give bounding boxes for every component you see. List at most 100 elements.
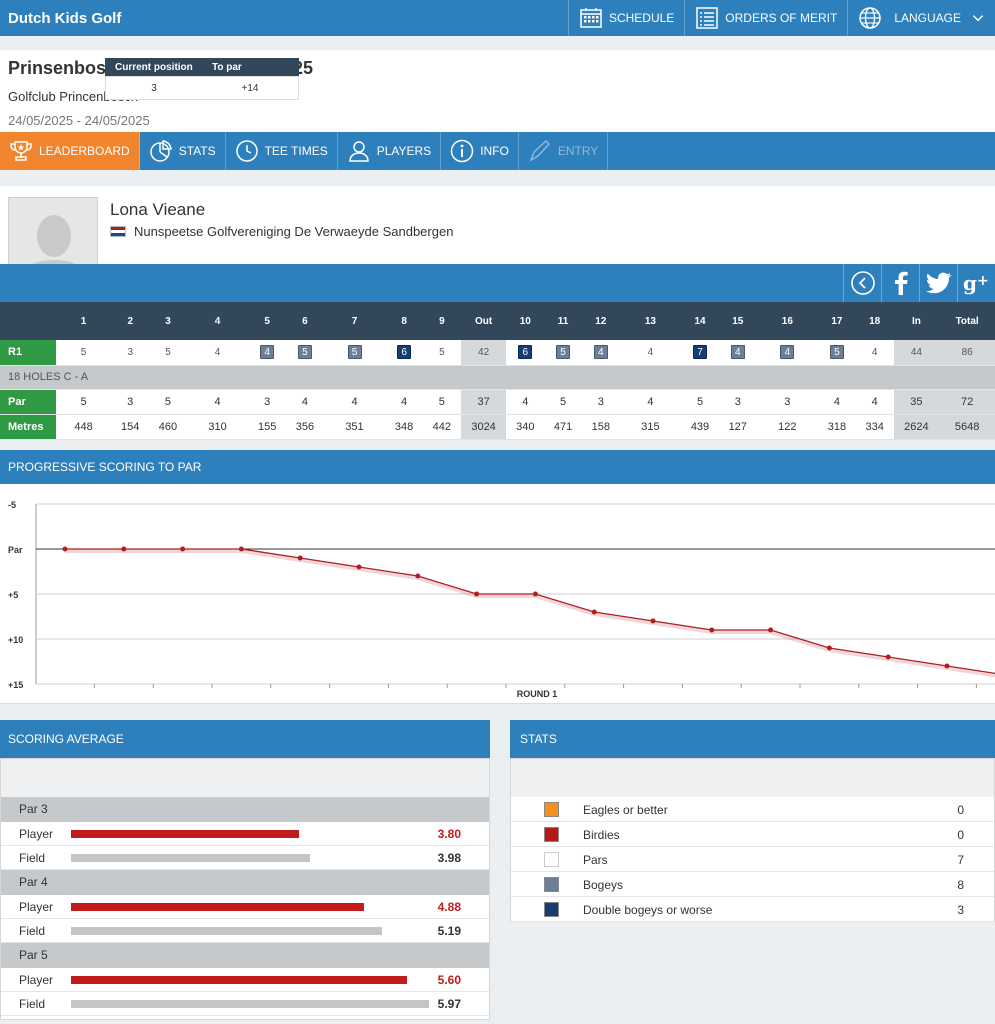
cell-value: 5 [696, 395, 704, 408]
data-point[interactable] [768, 627, 774, 633]
cell-value: 356 [295, 420, 315, 433]
score-cell: 4 [856, 389, 894, 414]
score-cell: 6 [385, 340, 423, 365]
score-cell: 334 [856, 414, 894, 439]
data-point[interactable] [885, 654, 891, 660]
hole-header: 17 [818, 302, 856, 340]
cell-value: 318 [827, 420, 847, 433]
score-cell: 4 [187, 340, 248, 365]
data-point[interactable] [62, 546, 68, 552]
hole-header: 3 [149, 302, 187, 340]
score-cell: 5 [149, 389, 187, 414]
data-point[interactable] [709, 627, 715, 633]
cell-value: 351 [345, 420, 364, 433]
hole-header: 2 [111, 302, 150, 340]
cell-value: 471 [553, 420, 573, 433]
player-label: Player [19, 900, 54, 914]
cell-value: 5 [80, 395, 87, 408]
score-cell: 42 [460, 340, 507, 365]
pencil-icon [529, 139, 550, 162]
tab-stats[interactable]: STATS [140, 132, 226, 170]
hole-header: 9 [422, 302, 461, 340]
data-point[interactable] [121, 546, 127, 552]
score-cell: 4 [620, 389, 681, 414]
data-point[interactable] [650, 618, 656, 624]
data-point[interactable] [591, 609, 597, 615]
data-point[interactable] [474, 591, 480, 597]
field-label: Field [19, 924, 46, 938]
stat-value: 8 [957, 878, 964, 892]
scoring-group-header: Par 3 [1, 797, 489, 822]
stats-row: Bogeys 8 [511, 872, 994, 897]
tab-tee-times-label: TEE TIMES [264, 144, 328, 158]
hole-header: 7 [323, 302, 386, 340]
stat-color-swatch [544, 827, 559, 842]
score-cell: 448 [56, 414, 112, 439]
nav-orders-of-merit[interactable]: ORDERS OF MERIT [684, 0, 847, 36]
tab-stats-label: STATS [178, 144, 216, 158]
data-point[interactable] [356, 564, 362, 570]
cell-value: 310 [208, 420, 227, 433]
data-point[interactable] [180, 546, 186, 552]
bogey-marker: 5 [556, 345, 571, 360]
nav-language[interactable]: LANGUAGE [847, 0, 995, 36]
data-point[interactable] [532, 591, 538, 597]
player-label: Player [19, 973, 54, 987]
y-tick-label: -5 [8, 500, 16, 510]
tab-leaderboard-label: LEADERBOARD [39, 144, 130, 158]
bogey-marker: 4 [730, 345, 745, 360]
hole-header: 15 [718, 302, 757, 340]
facebook-button[interactable] [881, 264, 919, 302]
series-line [65, 548, 995, 675]
stats-row: Eagles or better 0 [511, 797, 994, 822]
progressive-chart-svg: -5 Par +5 +10 +15 ROUND 1 [8, 500, 995, 699]
cell-value: 2624 [904, 420, 929, 433]
cell-value: 3 [597, 395, 604, 408]
stat-value: 3 [957, 903, 964, 917]
score-cell: 471 [544, 414, 582, 439]
hole-header: 13 [619, 302, 682, 340]
score-cell: 340 [506, 414, 544, 439]
stat-label: Birdies [583, 828, 620, 842]
cell-value: 4 [647, 347, 654, 359]
hole-header: 8 [385, 302, 423, 340]
twitter-button[interactable] [919, 264, 957, 302]
tab-leaderboard[interactable]: LEADERBOARD [0, 132, 140, 170]
cell-value: 315 [641, 420, 660, 433]
back-button[interactable] [843, 264, 881, 302]
pie-chart-icon [149, 140, 172, 162]
brand-title[interactable]: Dutch Kids Golf [8, 9, 122, 27]
player-average-bar [71, 976, 407, 984]
bogey-marker: 4 [593, 345, 608, 360]
tab-players[interactable]: PLAYERS [338, 132, 442, 170]
metres-row: Metres 448 154 460 310 155 356 351 348 442 3024 340… [0, 414, 995, 439]
score-cell: 460 [149, 414, 187, 439]
series-shadow [65, 549, 995, 678]
x-axis-label: ROUND 1 [517, 689, 558, 699]
stats-row: Birdies 0 [511, 822, 994, 847]
score-cell: 4 [818, 389, 856, 414]
data-point[interactable] [238, 546, 244, 552]
data-point[interactable] [826, 645, 832, 651]
score-cell: 122 [757, 414, 818, 439]
stats-spacer [511, 759, 994, 797]
data-point[interactable] [297, 555, 303, 561]
hole-header: In [893, 302, 940, 340]
score-cell: 3 [111, 340, 149, 365]
nav-schedule[interactable]: SCHEDULE [567, 0, 684, 36]
hole-header: 4 [186, 302, 249, 340]
tab-info[interactable]: INFO [441, 132, 519, 170]
google-plus-button[interactable]: g + [957, 264, 995, 302]
score-cell: 315 [620, 414, 681, 439]
data-point[interactable] [944, 663, 950, 669]
cell-value: 3 [127, 395, 134, 408]
top-nav: SCHEDULE ORDERS OF MERIT LANGUAGE [567, 0, 995, 36]
cell-value: 4 [351, 395, 358, 408]
score-cell: 5 [544, 389, 582, 414]
user-icon [348, 141, 369, 162]
score-cell: 4 [856, 340, 894, 365]
tab-tee-times[interactable]: TEE TIMES [226, 132, 338, 170]
player-card: Lona Vieane Nunspeetse Golfvereniging De… [0, 186, 995, 285]
data-point[interactable] [415, 573, 421, 579]
score-cell: 3024 [460, 414, 507, 439]
